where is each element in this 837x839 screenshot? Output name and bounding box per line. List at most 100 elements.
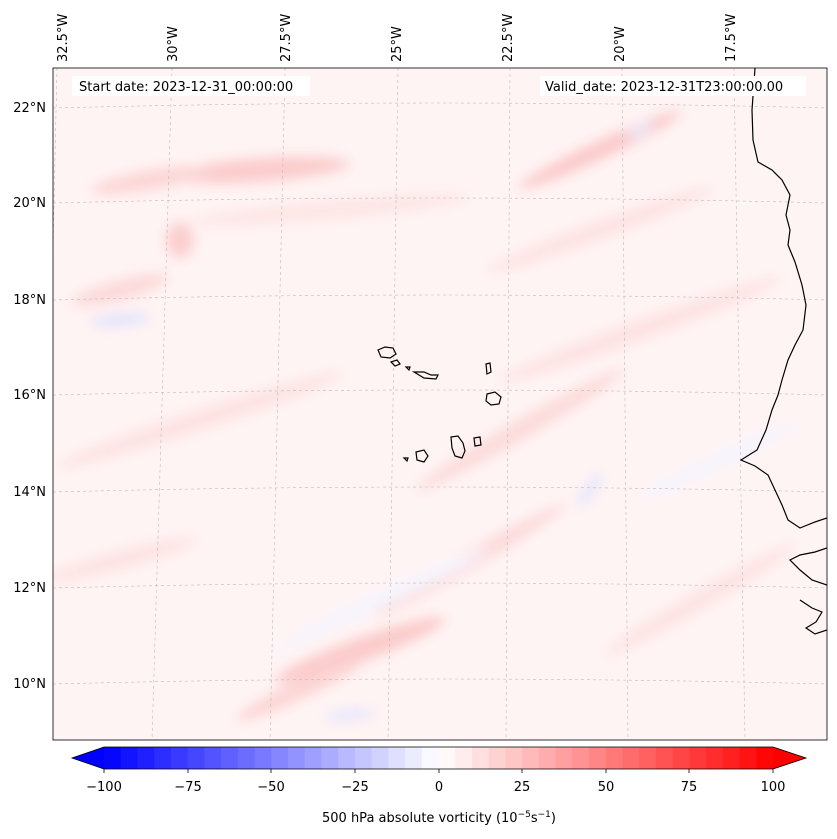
lon-tick-label: 17.5°W <box>724 14 739 62</box>
map-frame <box>52 67 828 741</box>
colorbar-segments <box>104 747 774 769</box>
colorbar-tick-label: 50 <box>598 780 615 795</box>
lon-tick-labels: 32.5°W 30°W 27.5°W 25°W 22.5°W 20°W 17.5… <box>56 14 739 62</box>
colorbar-segment <box>471 747 490 769</box>
colorbar-segment <box>371 747 389 769</box>
colorbar-segment <box>455 747 473 769</box>
colorbar-tick-label: 100 <box>761 780 786 795</box>
colorbar-segment <box>555 747 573 769</box>
colorbar-label-mid: s <box>531 811 538 826</box>
africa-coastline <box>739 68 827 529</box>
colorbar-tick-label: 75 <box>681 780 698 795</box>
island-fogo <box>415 449 429 463</box>
coastlines <box>377 68 827 635</box>
colorbar-segment <box>120 747 139 769</box>
colorbar-segment <box>589 747 607 769</box>
island-sao-vicente <box>389 359 401 367</box>
lat-tick-label: 16°N <box>13 388 46 403</box>
lat-tick-label: 20°N <box>13 196 46 211</box>
colorbar-segment <box>722 747 741 769</box>
colorbar-segment <box>538 747 557 769</box>
island-santiago <box>450 435 466 459</box>
lon-tick-label: 30°W <box>166 26 181 62</box>
colorbar: −100 −75 −50 −25 0 25 50 75 100 500 hPa … <box>70 746 808 826</box>
gridlines <box>53 68 827 740</box>
colorbar-segment <box>154 747 172 769</box>
colorbar-segment <box>104 747 122 769</box>
africa-coast-south <box>788 547 827 586</box>
start-date-box <box>72 76 310 96</box>
lon-tick-label: 20°W <box>613 26 628 62</box>
valid-date-label: Valid_date: 2023-12-31T23:00:00.00 <box>545 80 783 95</box>
island-brava <box>402 457 409 463</box>
colorbar-segment <box>271 747 289 769</box>
lat-tick-label: 14°N <box>13 485 46 500</box>
colorbar-segment <box>488 747 507 769</box>
colorbar-segment <box>522 747 540 769</box>
colorbar-segment <box>421 747 440 769</box>
colorbar-extend-min <box>72 747 104 769</box>
colorbar-segment <box>388 747 406 769</box>
colorbar-segment <box>338 747 356 769</box>
start-date-label: Start date: 2023-12-31_00:00:00 <box>79 80 293 95</box>
colorbar-segment <box>655 747 674 769</box>
colorbar-segment <box>689 747 707 769</box>
lon-tick-label: 32.5°W <box>56 14 71 62</box>
colorbar-segment <box>706 747 724 769</box>
colorbar-segment <box>137 747 155 769</box>
colorbar-segment <box>572 747 590 769</box>
island-sal <box>485 362 492 375</box>
island-santo-antao <box>377 346 397 359</box>
colorbar-tick-label: 25 <box>514 780 531 795</box>
vorticity-field <box>53 111 802 721</box>
colorbar-segment <box>639 747 657 769</box>
colorbar-extend-max <box>773 747 806 769</box>
colorbar-segment <box>204 747 222 769</box>
bijagos-coast <box>799 599 827 635</box>
lat-tick-label: 10°N <box>13 677 46 692</box>
colorbar-segment <box>438 747 456 769</box>
island-maio <box>473 436 482 447</box>
colorbar-segment <box>605 747 624 769</box>
colorbar-segment <box>170 747 189 769</box>
lon-tick-label: 22.5°W <box>501 14 516 62</box>
colorbar-tick-label: 0 <box>435 780 443 795</box>
colorbar-tick-label: −25 <box>341 780 368 795</box>
colorbar-segment <box>187 747 205 769</box>
lat-tick-labels: 22°N 20°N 18°N 16°N 14°N 12°N 10°N <box>13 101 46 692</box>
colorbar-segment <box>321 747 339 769</box>
colorbar-segment <box>505 747 523 769</box>
lon-tick-label: 25°W <box>390 26 405 62</box>
lat-tick-label: 12°N <box>13 581 46 596</box>
colorbar-label-exp2: −1 <box>538 810 551 820</box>
colorbar-tick-label: −75 <box>174 780 201 795</box>
colorbar-label: 500 hPa absolute vorticity (10−5s−1) <box>322 810 556 826</box>
colorbar-segment <box>672 747 690 769</box>
map-panel: Start date: 2023-12-31_00:00:00 Valid_da… <box>52 67 828 741</box>
colorbar-tick-label: −50 <box>257 780 284 795</box>
colorbar-segment <box>756 747 774 769</box>
island-santa-luzia <box>404 366 411 372</box>
colorbar-segment <box>622 747 640 769</box>
colorbar-label-end: ) <box>551 811 556 826</box>
colorbar-tick-label: −100 <box>86 780 122 795</box>
lon-tick-label: 27.5°W <box>279 14 294 62</box>
lat-tick-label: 18°N <box>13 293 46 308</box>
colorbar-ticks <box>103 769 774 773</box>
colorbar-segment <box>287 747 306 769</box>
colorbar-label-exp1: −5 <box>518 810 531 820</box>
colorbar-segment <box>254 747 272 769</box>
lat-tick-label: 22°N <box>13 101 46 116</box>
colorbar-segment <box>354 747 373 769</box>
colorbar-label-main: 500 hPa absolute vorticity (10 <box>322 811 518 826</box>
colorbar-segment <box>304 747 323 769</box>
colorbar-segment <box>237 747 256 769</box>
island-sao-nicolau <box>411 371 439 380</box>
colorbar-segment <box>739 747 757 769</box>
valid-date-box <box>540 76 806 96</box>
colorbar-tick-labels: −100 −75 −50 −25 0 25 50 75 100 <box>86 780 785 795</box>
colorbar-segment <box>221 747 239 769</box>
colorbar-segment <box>405 747 423 769</box>
island-boa-vista <box>485 391 502 406</box>
